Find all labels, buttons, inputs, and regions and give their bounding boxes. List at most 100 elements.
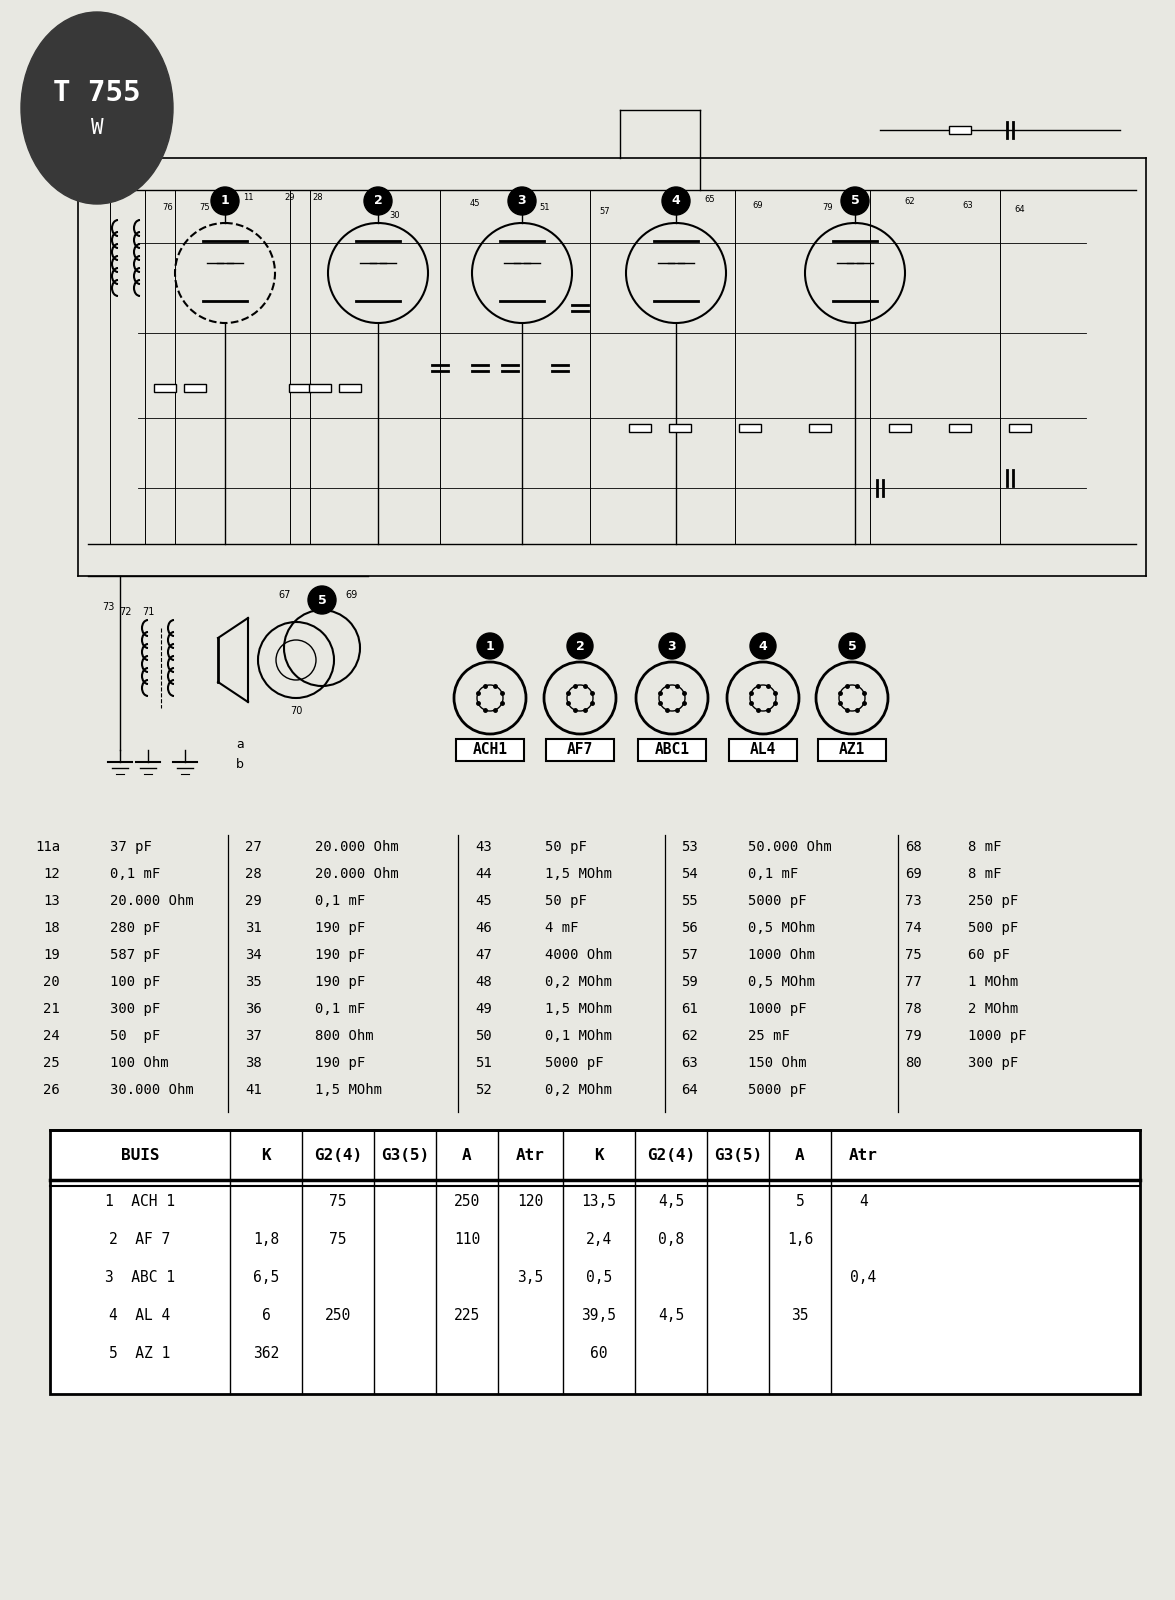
Text: 76: 76	[162, 203, 174, 211]
Text: 65: 65	[705, 195, 716, 203]
Text: 0,5: 0,5	[586, 1270, 612, 1285]
Text: 0,1 mF: 0,1 mF	[315, 894, 365, 909]
Text: 25: 25	[43, 1056, 60, 1070]
Text: 250: 250	[454, 1194, 481, 1210]
Text: 29: 29	[284, 194, 295, 202]
Text: 3  ABC 1: 3 ABC 1	[105, 1270, 175, 1285]
Text: 36: 36	[246, 1002, 262, 1016]
Text: 72: 72	[119, 606, 132, 618]
Text: G2(4): G2(4)	[647, 1147, 696, 1163]
Text: b: b	[236, 758, 244, 771]
Text: 50  pF: 50 pF	[110, 1029, 160, 1043]
Text: 57: 57	[599, 206, 610, 216]
Text: 37 pF: 37 pF	[110, 840, 152, 854]
Text: 4,5: 4,5	[658, 1309, 684, 1323]
Text: 69: 69	[753, 202, 764, 210]
Text: 2: 2	[374, 195, 382, 208]
Text: 68: 68	[905, 840, 922, 854]
Text: 5: 5	[795, 1194, 805, 1210]
Text: 21: 21	[43, 1002, 60, 1016]
FancyBboxPatch shape	[669, 424, 691, 432]
Text: 49: 49	[475, 1002, 492, 1016]
Circle shape	[750, 634, 776, 659]
Circle shape	[839, 634, 865, 659]
Text: 78: 78	[905, 1002, 922, 1016]
Text: 0,1 MOhm: 0,1 MOhm	[545, 1029, 612, 1043]
Text: 41: 41	[246, 1083, 262, 1098]
Text: G2(4): G2(4)	[314, 1147, 362, 1163]
Text: 29: 29	[246, 894, 262, 909]
Text: 5: 5	[317, 594, 327, 606]
FancyBboxPatch shape	[818, 739, 886, 762]
Text: 62: 62	[682, 1029, 698, 1043]
Text: 300 pF: 300 pF	[110, 1002, 160, 1016]
Circle shape	[212, 187, 239, 214]
Text: 1000 Ohm: 1000 Ohm	[748, 947, 815, 962]
Text: 20: 20	[43, 974, 60, 989]
Text: 69: 69	[905, 867, 922, 882]
Text: Atr: Atr	[516, 1147, 545, 1163]
Text: 74: 74	[905, 922, 922, 934]
Text: 56: 56	[682, 922, 698, 934]
Text: 1,8: 1,8	[253, 1232, 280, 1246]
Circle shape	[662, 187, 690, 214]
Text: 8 mF: 8 mF	[968, 840, 1001, 854]
Text: a: a	[236, 738, 244, 750]
Text: 5000 pF: 5000 pF	[748, 1083, 806, 1098]
Text: 60 pF: 60 pF	[968, 947, 1009, 962]
FancyBboxPatch shape	[949, 424, 971, 432]
Text: 62: 62	[905, 197, 915, 206]
Text: 39,5: 39,5	[582, 1309, 617, 1323]
Text: 20.000 Ohm: 20.000 Ohm	[315, 840, 398, 854]
Text: BUIS: BUIS	[121, 1147, 160, 1163]
Text: 6: 6	[262, 1309, 270, 1323]
Text: ABC1: ABC1	[654, 742, 690, 757]
Text: K: K	[595, 1147, 604, 1163]
FancyBboxPatch shape	[546, 739, 615, 762]
Text: 45: 45	[470, 198, 481, 208]
Text: 31: 31	[246, 922, 262, 934]
Text: 50.000 Ohm: 50.000 Ohm	[748, 840, 832, 854]
Text: 46: 46	[475, 922, 492, 934]
Text: 2 MOhm: 2 MOhm	[968, 1002, 1019, 1016]
Text: 34: 34	[246, 947, 262, 962]
Text: 1,5 MOhm: 1,5 MOhm	[545, 867, 612, 882]
Text: 75: 75	[905, 947, 922, 962]
Circle shape	[508, 187, 536, 214]
Text: 67: 67	[278, 590, 291, 600]
Text: 24: 24	[43, 1029, 60, 1043]
Text: 8 mF: 8 mF	[968, 867, 1001, 882]
Text: 27: 27	[246, 840, 262, 854]
Text: 73: 73	[905, 894, 922, 909]
Circle shape	[308, 586, 336, 614]
FancyBboxPatch shape	[289, 384, 311, 392]
Text: 1,5 MOhm: 1,5 MOhm	[315, 1083, 382, 1098]
Text: 51: 51	[475, 1056, 492, 1070]
Text: 69: 69	[345, 590, 358, 600]
FancyBboxPatch shape	[51, 1130, 1140, 1394]
Text: 25 mF: 25 mF	[748, 1029, 790, 1043]
Text: 4: 4	[859, 1194, 868, 1210]
Text: 4000 Ohm: 4000 Ohm	[545, 947, 612, 962]
Text: 28: 28	[313, 194, 323, 202]
Text: 80: 80	[905, 1056, 922, 1070]
Text: 50 pF: 50 pF	[545, 840, 586, 854]
Text: Atr: Atr	[850, 1147, 878, 1163]
Text: 45: 45	[475, 894, 492, 909]
Text: 362: 362	[253, 1346, 280, 1362]
Text: 3,5: 3,5	[517, 1270, 544, 1285]
Text: 20.000 Ohm: 20.000 Ohm	[110, 894, 194, 909]
Text: 4 mF: 4 mF	[545, 922, 578, 934]
Text: 64: 64	[682, 1083, 698, 1098]
Text: W: W	[90, 118, 103, 138]
Text: 0,5 MOhm: 0,5 MOhm	[748, 974, 815, 989]
Text: T 755: T 755	[53, 78, 141, 107]
Text: AL4: AL4	[750, 742, 777, 757]
Text: 5: 5	[847, 640, 857, 653]
Text: 50 pF: 50 pF	[545, 894, 586, 909]
Text: 11: 11	[243, 194, 254, 202]
Text: 73: 73	[102, 602, 114, 611]
Text: 1,5 MOhm: 1,5 MOhm	[545, 1002, 612, 1016]
FancyBboxPatch shape	[638, 739, 706, 762]
Circle shape	[364, 187, 392, 214]
